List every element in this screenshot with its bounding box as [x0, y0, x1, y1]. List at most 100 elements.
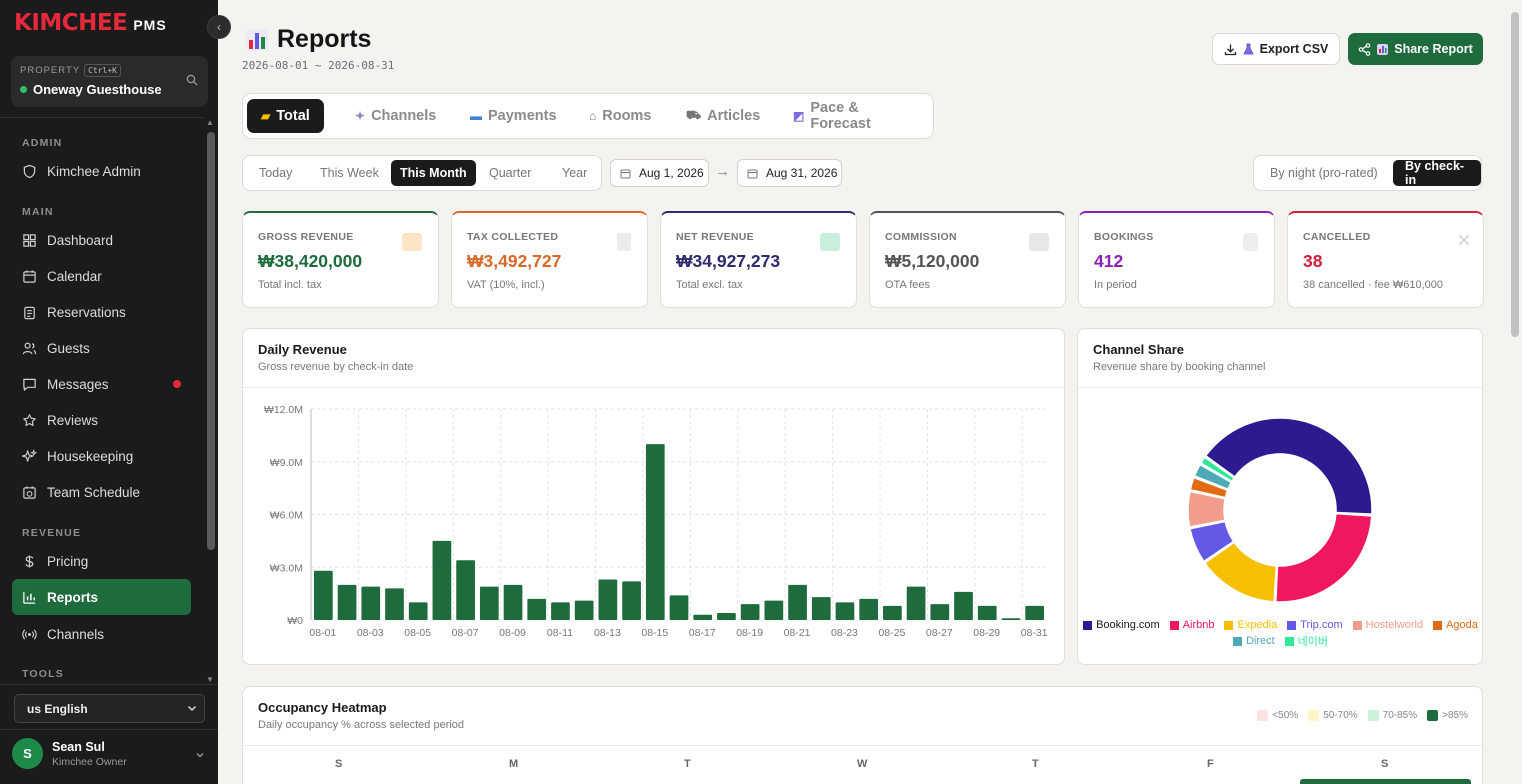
- bar[interactable]: [859, 598, 879, 620]
- revenue-mode-toggle: By night (pro-rated) By check-in: [1253, 155, 1482, 191]
- legend-item: 50-70%: [1308, 710, 1358, 721]
- bar[interactable]: [1001, 618, 1021, 620]
- period-quarter[interactable]: Quarter: [489, 166, 532, 180]
- search-icon[interactable]: [186, 74, 198, 86]
- bar[interactable]: [551, 602, 570, 620]
- sidebar-item-dashboard[interactable]: Dashboard: [12, 222, 191, 258]
- tab-articles[interactable]: ⛟ Articles: [672, 99, 774, 133]
- bar[interactable]: [788, 584, 807, 620]
- property-switcher[interactable]: PROPERTY Ctrl+K Oneway Guesthouse: [11, 56, 208, 107]
- pie-slice[interactable]: [1204, 417, 1373, 515]
- bar[interactable]: [835, 602, 855, 620]
- tab-payments[interactable]: ▬ Payments: [456, 99, 571, 133]
- bar[interactable]: [930, 604, 950, 620]
- bar[interactable]: [432, 540, 452, 620]
- bar[interactable]: [645, 444, 665, 620]
- bar[interactable]: [385, 588, 404, 620]
- scrollbar-thumb[interactable]: [1511, 12, 1519, 337]
- scroll-up-icon[interactable]: ▲: [206, 118, 214, 127]
- tab-rooms[interactable]: ⌂ Rooms: [575, 99, 665, 133]
- bar[interactable]: [906, 586, 926, 620]
- bar[interactable]: [503, 584, 523, 620]
- bar[interactable]: [740, 604, 760, 620]
- bar[interactable]: [1025, 605, 1044, 620]
- scrollbar-thumb[interactable]: [207, 132, 215, 550]
- x-tick-label: 08-31: [1021, 627, 1048, 639]
- pie-slice[interactable]: [1199, 456, 1236, 483]
- pie-slice[interactable]: [1187, 490, 1227, 528]
- bar[interactable]: [598, 579, 618, 620]
- bar[interactable]: [954, 591, 973, 620]
- bar[interactable]: [693, 614, 713, 620]
- sidebar-item-guests[interactable]: Guests: [12, 330, 191, 366]
- pie-slice[interactable]: [1275, 512, 1373, 603]
- pie-slice[interactable]: [1189, 520, 1235, 563]
- share-report-label: Share Report: [1394, 42, 1473, 56]
- sidebar-item-calendar[interactable]: Calendar: [12, 258, 191, 294]
- period-year[interactable]: Year: [562, 166, 588, 180]
- sidebar-item-reports[interactable]: Reports: [12, 579, 191, 615]
- end-date-input[interactable]: Aug 31, 2026: [737, 159, 842, 187]
- sidebar-item-admin[interactable]: Kimchee Admin: [12, 153, 191, 189]
- kpi-label: COMMISSION: [885, 231, 957, 243]
- collapse-sidebar-button[interactable]: ‹: [207, 15, 231, 39]
- card-title: Channel Share: [1093, 342, 1185, 357]
- bar[interactable]: [764, 600, 784, 620]
- user-menu[interactable]: S Sean Sul Kimchee Owner: [12, 738, 127, 769]
- legend-item[interactable]: Expedia: [1224, 619, 1277, 631]
- tab-channels[interactable]: ✦ Channels: [341, 99, 450, 133]
- sidebar-item-housekeeping[interactable]: Housekeeping: [12, 438, 191, 474]
- bar[interactable]: [527, 598, 547, 620]
- bar[interactable]: [811, 597, 831, 620]
- bar[interactable]: [883, 605, 902, 620]
- sidebar-item-reservations[interactable]: Reservations: [12, 294, 191, 330]
- share-report-button[interactable]: Share Report: [1348, 33, 1483, 65]
- period-this-week[interactable]: This Week: [320, 166, 379, 180]
- kpi-value: 38: [1303, 251, 1323, 271]
- period-today[interactable]: Today: [259, 166, 293, 180]
- legend-item[interactable]: Trip.com: [1287, 619, 1343, 631]
- legend-item[interactable]: Agoda: [1433, 619, 1478, 631]
- sidebar-scrollbar[interactable]: ▲ ▼: [204, 118, 218, 684]
- bar[interactable]: [314, 570, 333, 620]
- legend-item[interactable]: 네이버: [1284, 633, 1328, 649]
- bar[interactable]: [456, 560, 475, 620]
- legend-item[interactable]: Booking.com: [1083, 619, 1160, 631]
- sidebar-item-reviews[interactable]: Reviews: [12, 402, 191, 438]
- period-this-month[interactable]: This Month: [391, 160, 476, 186]
- sidebar-item-messages[interactable]: Messages: [12, 366, 191, 402]
- scroll-down-icon[interactable]: ▼: [206, 675, 214, 684]
- pie-slice[interactable]: [1203, 541, 1278, 603]
- heatmap-cell[interactable]: [1300, 779, 1471, 784]
- bar[interactable]: [361, 586, 381, 620]
- export-csv-button[interactable]: Export CSV: [1212, 33, 1340, 65]
- sidebar-item-pricing[interactable]: Pricing: [12, 543, 191, 579]
- legend-item[interactable]: Airbnb: [1169, 619, 1214, 631]
- pie-slice[interactable]: [1189, 476, 1229, 499]
- bar[interactable]: [574, 600, 594, 620]
- tab-pace-forecast[interactable]: ◩ Pace & Forecast: [779, 99, 933, 133]
- x-tick-label: 08-27: [926, 627, 953, 639]
- sidebar-item-channels[interactable]: Channels: [12, 616, 191, 652]
- mode-by-night[interactable]: By night (pro-rated): [1270, 166, 1378, 180]
- logo[interactable]: KIMCHEE PMS: [14, 10, 167, 36]
- bar[interactable]: [717, 612, 736, 620]
- dollar-icon: [25, 554, 34, 568]
- page-scrollbar[interactable]: [1508, 0, 1522, 784]
- start-date-input[interactable]: Aug 1, 2026: [610, 159, 709, 187]
- bar[interactable]: [977, 605, 997, 620]
- receipt-icon: [617, 233, 631, 251]
- pie-slice[interactable]: [1193, 463, 1233, 491]
- bar[interactable]: [622, 581, 641, 620]
- legend-item[interactable]: Hostelworld: [1352, 619, 1423, 631]
- mode-by-checkin[interactable]: By check-in: [1393, 159, 1481, 187]
- bar[interactable]: [408, 602, 428, 620]
- legend-item[interactable]: Direct: [1232, 633, 1275, 649]
- bar[interactable]: [669, 595, 689, 620]
- sidebar-item-team-schedule[interactable]: Team Schedule: [12, 474, 191, 510]
- language-select[interactable]: us English: [14, 694, 205, 723]
- tab-total[interactable]: ▰ Total: [247, 99, 324, 133]
- bar[interactable]: [337, 584, 357, 620]
- bar[interactable]: [479, 586, 499, 620]
- chevron-down-icon[interactable]: [195, 750, 205, 760]
